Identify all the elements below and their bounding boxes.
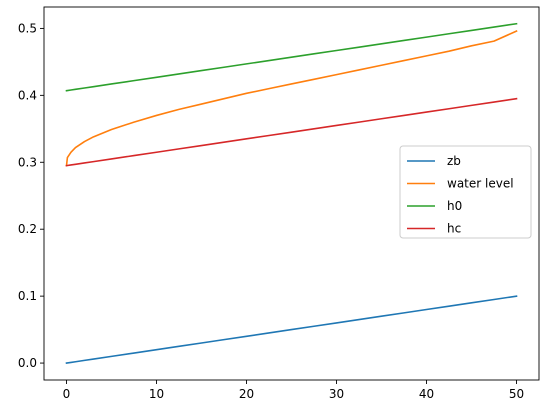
y-tick-label: 0.5 (18, 21, 37, 35)
axes-frame (43, 6, 540, 381)
y-tick-label: 0.3 (18, 155, 37, 169)
y-tick-label: 0.4 (18, 88, 37, 102)
x-tick-label: 10 (149, 387, 164, 401)
y-tick-label: 0.2 (18, 222, 37, 236)
plot-area (65, 22, 518, 364)
series-line-hc (65, 97, 518, 167)
x-tick-label: 40 (419, 387, 434, 401)
legend-label: water level (447, 177, 514, 191)
x-tick-label: 50 (509, 387, 524, 401)
y-tick-label: 0.0 (18, 356, 37, 370)
legend-label: zb (447, 154, 461, 168)
series-line-zb (65, 295, 518, 364)
x-tick-label: 0 (63, 387, 71, 401)
x-tick-label: 20 (239, 387, 254, 401)
y-tick-label: 0.1 (18, 289, 37, 303)
series-line-water-level (65, 30, 518, 167)
legend-label: h0 (447, 199, 462, 213)
legend-label: hc (447, 222, 461, 236)
axes: 0 10 20 30 40 50 0.0 0.1 0.2 0.3 0.4 0.5 (18, 6, 540, 401)
x-tick-label: 30 (329, 387, 344, 401)
legend: zb water level h0 hc (399, 145, 532, 239)
series-line-h0 (65, 22, 518, 92)
legend-box (399, 145, 532, 239)
